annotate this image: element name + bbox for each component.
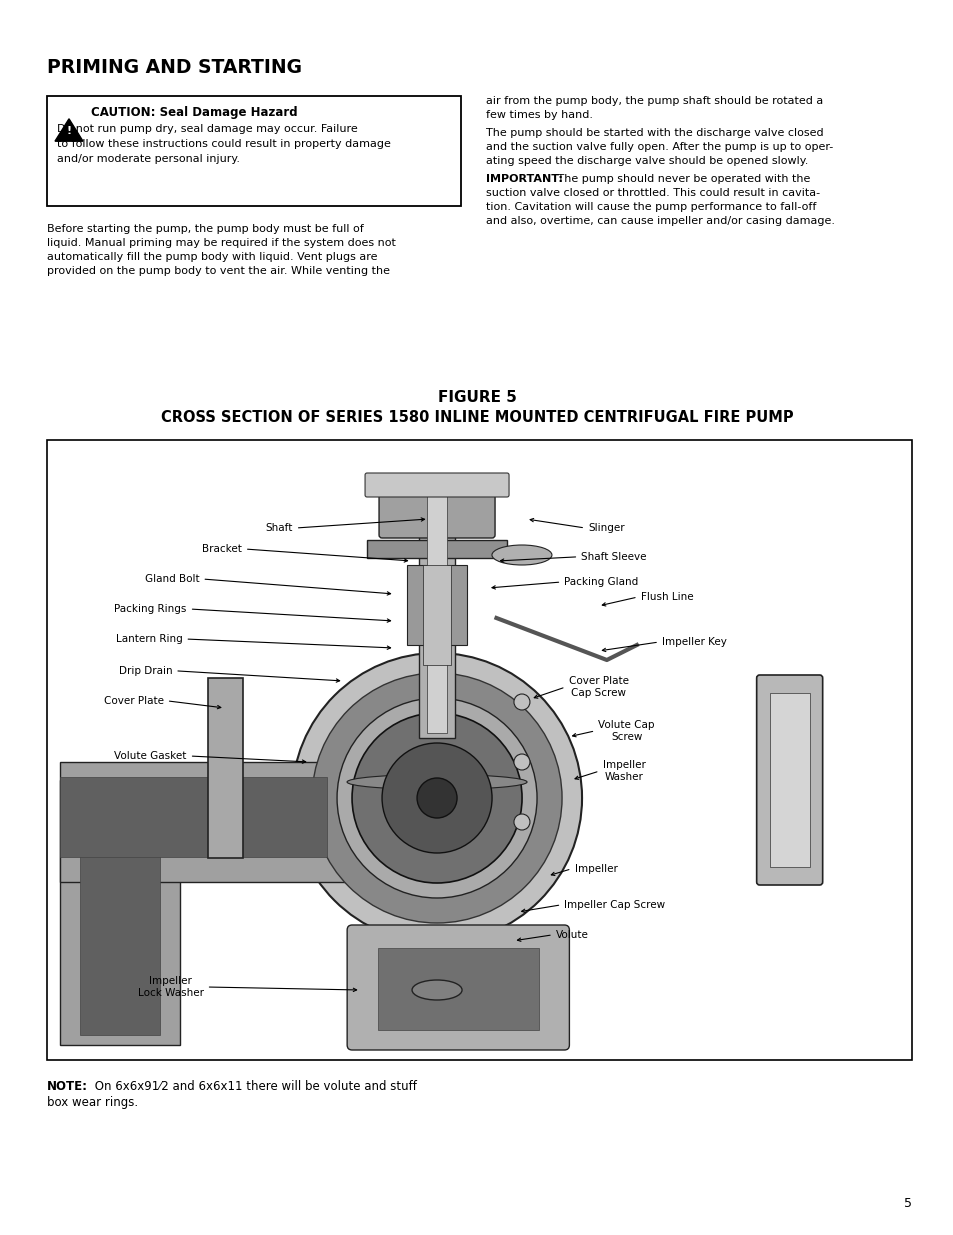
Text: !: ! [67,126,71,136]
Bar [208,678,243,858]
FancyBboxPatch shape [47,440,911,1060]
Bar [60,777,326,857]
FancyBboxPatch shape [365,473,509,496]
Text: provided on the pump body to vent the air. While venting the: provided on the pump body to vent the ai… [47,266,390,275]
Bar [60,762,352,882]
Text: ating speed the discharge valve should be opened slowly.: ating speed the discharge valve should b… [485,156,807,165]
Text: and also, overtime, can cause impeller and/or casing damage.: and also, overtime, can cause impeller a… [485,216,834,226]
Text: Packing Gland: Packing Gland [564,577,638,587]
Text: Impeller
Washer: Impeller Washer [602,761,645,782]
Circle shape [381,743,492,853]
Text: liquid. Manual priming may be required if the system does not: liquid. Manual priming may be required i… [47,238,395,248]
Circle shape [352,713,521,883]
Text: Shaft Sleeve: Shaft Sleeve [580,552,646,562]
Ellipse shape [412,981,461,1000]
Text: Lantern Ring: Lantern Ring [115,634,182,643]
Ellipse shape [347,774,526,789]
FancyBboxPatch shape [407,564,467,645]
Text: Before starting the pump, the pump body must be full of: Before starting the pump, the pump body … [47,224,363,233]
Text: and the suction valve fully open. After the pump is up to oper-: and the suction valve fully open. After … [485,142,832,152]
Text: CAUTION: Seal Damage Hazard: CAUTION: Seal Damage Hazard [91,106,297,119]
Text: and/or moderate personal injury.: and/or moderate personal injury. [57,154,240,164]
Circle shape [292,653,581,944]
Text: FIGURE 5: FIGURE 5 [437,390,516,405]
Circle shape [514,694,530,710]
Text: Slinger: Slinger [588,522,624,534]
Bar [422,564,451,664]
Text: Volute: Volute [556,930,588,940]
Text: The pump should be started with the discharge valve closed: The pump should be started with the disc… [485,128,822,138]
Text: 5: 5 [903,1197,911,1210]
FancyBboxPatch shape [756,676,821,885]
Text: Impeller
Lock Washer: Impeller Lock Washer [137,976,203,998]
Circle shape [514,755,530,769]
Circle shape [416,778,456,818]
Text: The pump should never be operated with the: The pump should never be operated with t… [554,174,809,184]
Text: Impeller: Impeller [574,863,617,874]
Text: Volute Cap
Screw: Volute Cap Screw [598,720,654,741]
Bar [60,781,180,1045]
Bar [377,948,538,1030]
Text: to follow these instructions could result in property damage: to follow these instructions could resul… [57,140,391,149]
Text: Cover Plate: Cover Plate [104,695,164,705]
Ellipse shape [492,545,552,564]
Bar [367,540,506,558]
Circle shape [336,698,537,898]
Text: Do not run pump dry, seal damage may occur. Failure: Do not run pump dry, seal damage may occ… [57,124,357,135]
Text: suction valve closed or throttled. This could result in cavita-: suction valve closed or throttled. This … [485,188,820,198]
Bar [427,485,447,734]
Bar [425,571,449,640]
Text: CROSS SECTION OF SERIES 1580 INLINE MOUNTED CENTRIFUGAL FIRE PUMP: CROSS SECTION OF SERIES 1580 INLINE MOUN… [160,410,793,425]
Text: Impeller Key: Impeller Key [661,637,726,647]
Text: Packing Rings: Packing Rings [114,604,187,614]
FancyBboxPatch shape [378,477,495,538]
Polygon shape [55,119,83,141]
Bar [418,480,455,739]
Text: PRIMING AND STARTING: PRIMING AND STARTING [47,58,302,77]
Text: Cover Plate
Cap Screw: Cover Plate Cap Screw [568,677,628,698]
Text: box wear rings.: box wear rings. [47,1095,138,1109]
Circle shape [514,814,530,830]
Text: air from the pump body, the pump shaft should be rotated a: air from the pump body, the pump shaft s… [485,96,822,106]
Text: Drip Drain: Drip Drain [118,666,172,676]
Text: few times by hand.: few times by hand. [485,110,593,120]
Text: NOTE:: NOTE: [47,1079,88,1093]
Text: IMPORTANT:: IMPORTANT: [485,174,562,184]
Text: automatically fill the pump body with liquid. Vent plugs are: automatically fill the pump body with li… [47,252,377,262]
Bar [80,792,160,1035]
Text: Flush Line: Flush Line [640,592,693,601]
Circle shape [312,673,561,923]
Text: Gland Bolt: Gland Bolt [145,574,199,584]
Text: Shaft: Shaft [265,522,293,534]
Text: Volute Gasket: Volute Gasket [114,751,187,761]
Bar [769,693,809,867]
FancyBboxPatch shape [47,96,460,206]
Text: Impeller Cap Screw: Impeller Cap Screw [564,900,665,910]
FancyBboxPatch shape [347,925,569,1050]
Text: Bracket: Bracket [202,543,241,555]
Text: On 6x6x91⁄2 and 6x6x11 there will be volute and stuff: On 6x6x91⁄2 and 6x6x11 there will be vol… [91,1079,416,1093]
Text: tion. Cavitation will cause the pump performance to fall-off: tion. Cavitation will cause the pump per… [485,203,816,212]
